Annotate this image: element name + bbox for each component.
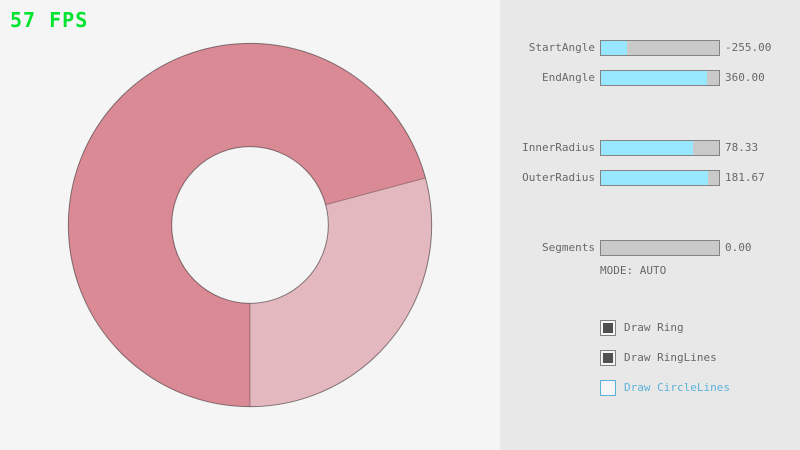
- slider-outer-radius-track[interactable]: [600, 170, 720, 186]
- checkbox-draw-ring-label: Draw Ring: [624, 321, 684, 334]
- ring-sector-line-right: [325, 177, 426, 206]
- slider-segments-track[interactable]: [600, 240, 720, 256]
- slider-segments-value: 0.00: [725, 241, 752, 254]
- slider-inner-radius-track[interactable]: [600, 140, 720, 156]
- checkbox-draw-ringlines-box[interactable]: [600, 350, 616, 366]
- ring-graphic: [67, 42, 433, 408]
- slider-start-angle-label: StartAngle: [528, 41, 595, 54]
- slider-end-angle-label: EndAngle: [542, 71, 595, 84]
- slider-inner-radius-fill: [601, 141, 694, 155]
- checkbox-draw-circlelines[interactable]: Draw CircleLines: [600, 380, 800, 396]
- slider-end-angle: EndAngle 360.00: [500, 70, 800, 86]
- fps-counter: 57 FPS: [10, 8, 89, 32]
- checkbox-draw-ringlines-label: Draw RingLines: [624, 351, 717, 364]
- slider-start-angle: StartAngle -255.00: [500, 40, 800, 56]
- slider-start-angle-value: -255.00: [725, 41, 772, 54]
- slider-start-angle-track[interactable]: [600, 40, 720, 56]
- slider-inner-radius-value: 78.33: [725, 141, 759, 154]
- slider-end-angle-fill: [601, 71, 708, 85]
- slider-segments-label: Segments: [542, 241, 595, 254]
- slider-outer-radius: OuterRadius 181.67: [500, 170, 800, 186]
- slider-outer-radius-value: 181.67: [725, 171, 765, 184]
- checkbox-draw-ring[interactable]: Draw Ring: [600, 320, 800, 336]
- ring-inner-outline: [171, 146, 329, 304]
- control-panel: StartAngle -255.00 EndAngle 360.00 Inner…: [500, 0, 800, 450]
- ring-inner-hole: [171, 146, 329, 304]
- slider-segments: Segments 0.00: [500, 240, 800, 256]
- slider-outer-radius-fill: [601, 171, 709, 185]
- checkbox-draw-ringlines[interactable]: Draw RingLines: [600, 350, 800, 366]
- checkbox-draw-ring-box[interactable]: [600, 320, 616, 336]
- slider-end-angle-track[interactable]: [600, 70, 720, 86]
- slider-inner-radius: InnerRadius 78.33: [500, 140, 800, 156]
- checkbox-draw-circlelines-box[interactable]: [600, 380, 616, 396]
- slider-start-angle-fill: [601, 41, 627, 55]
- slider-outer-radius-label: OuterRadius: [522, 171, 595, 184]
- slider-end-angle-value: 360.00: [725, 71, 765, 84]
- segments-mode-label: MODE: AUTO: [600, 264, 667, 277]
- slider-inner-radius-label: InnerRadius: [522, 141, 595, 154]
- ring-outer-outline: [67, 42, 433, 408]
- checkbox-draw-circlelines-label: Draw CircleLines: [624, 381, 730, 394]
